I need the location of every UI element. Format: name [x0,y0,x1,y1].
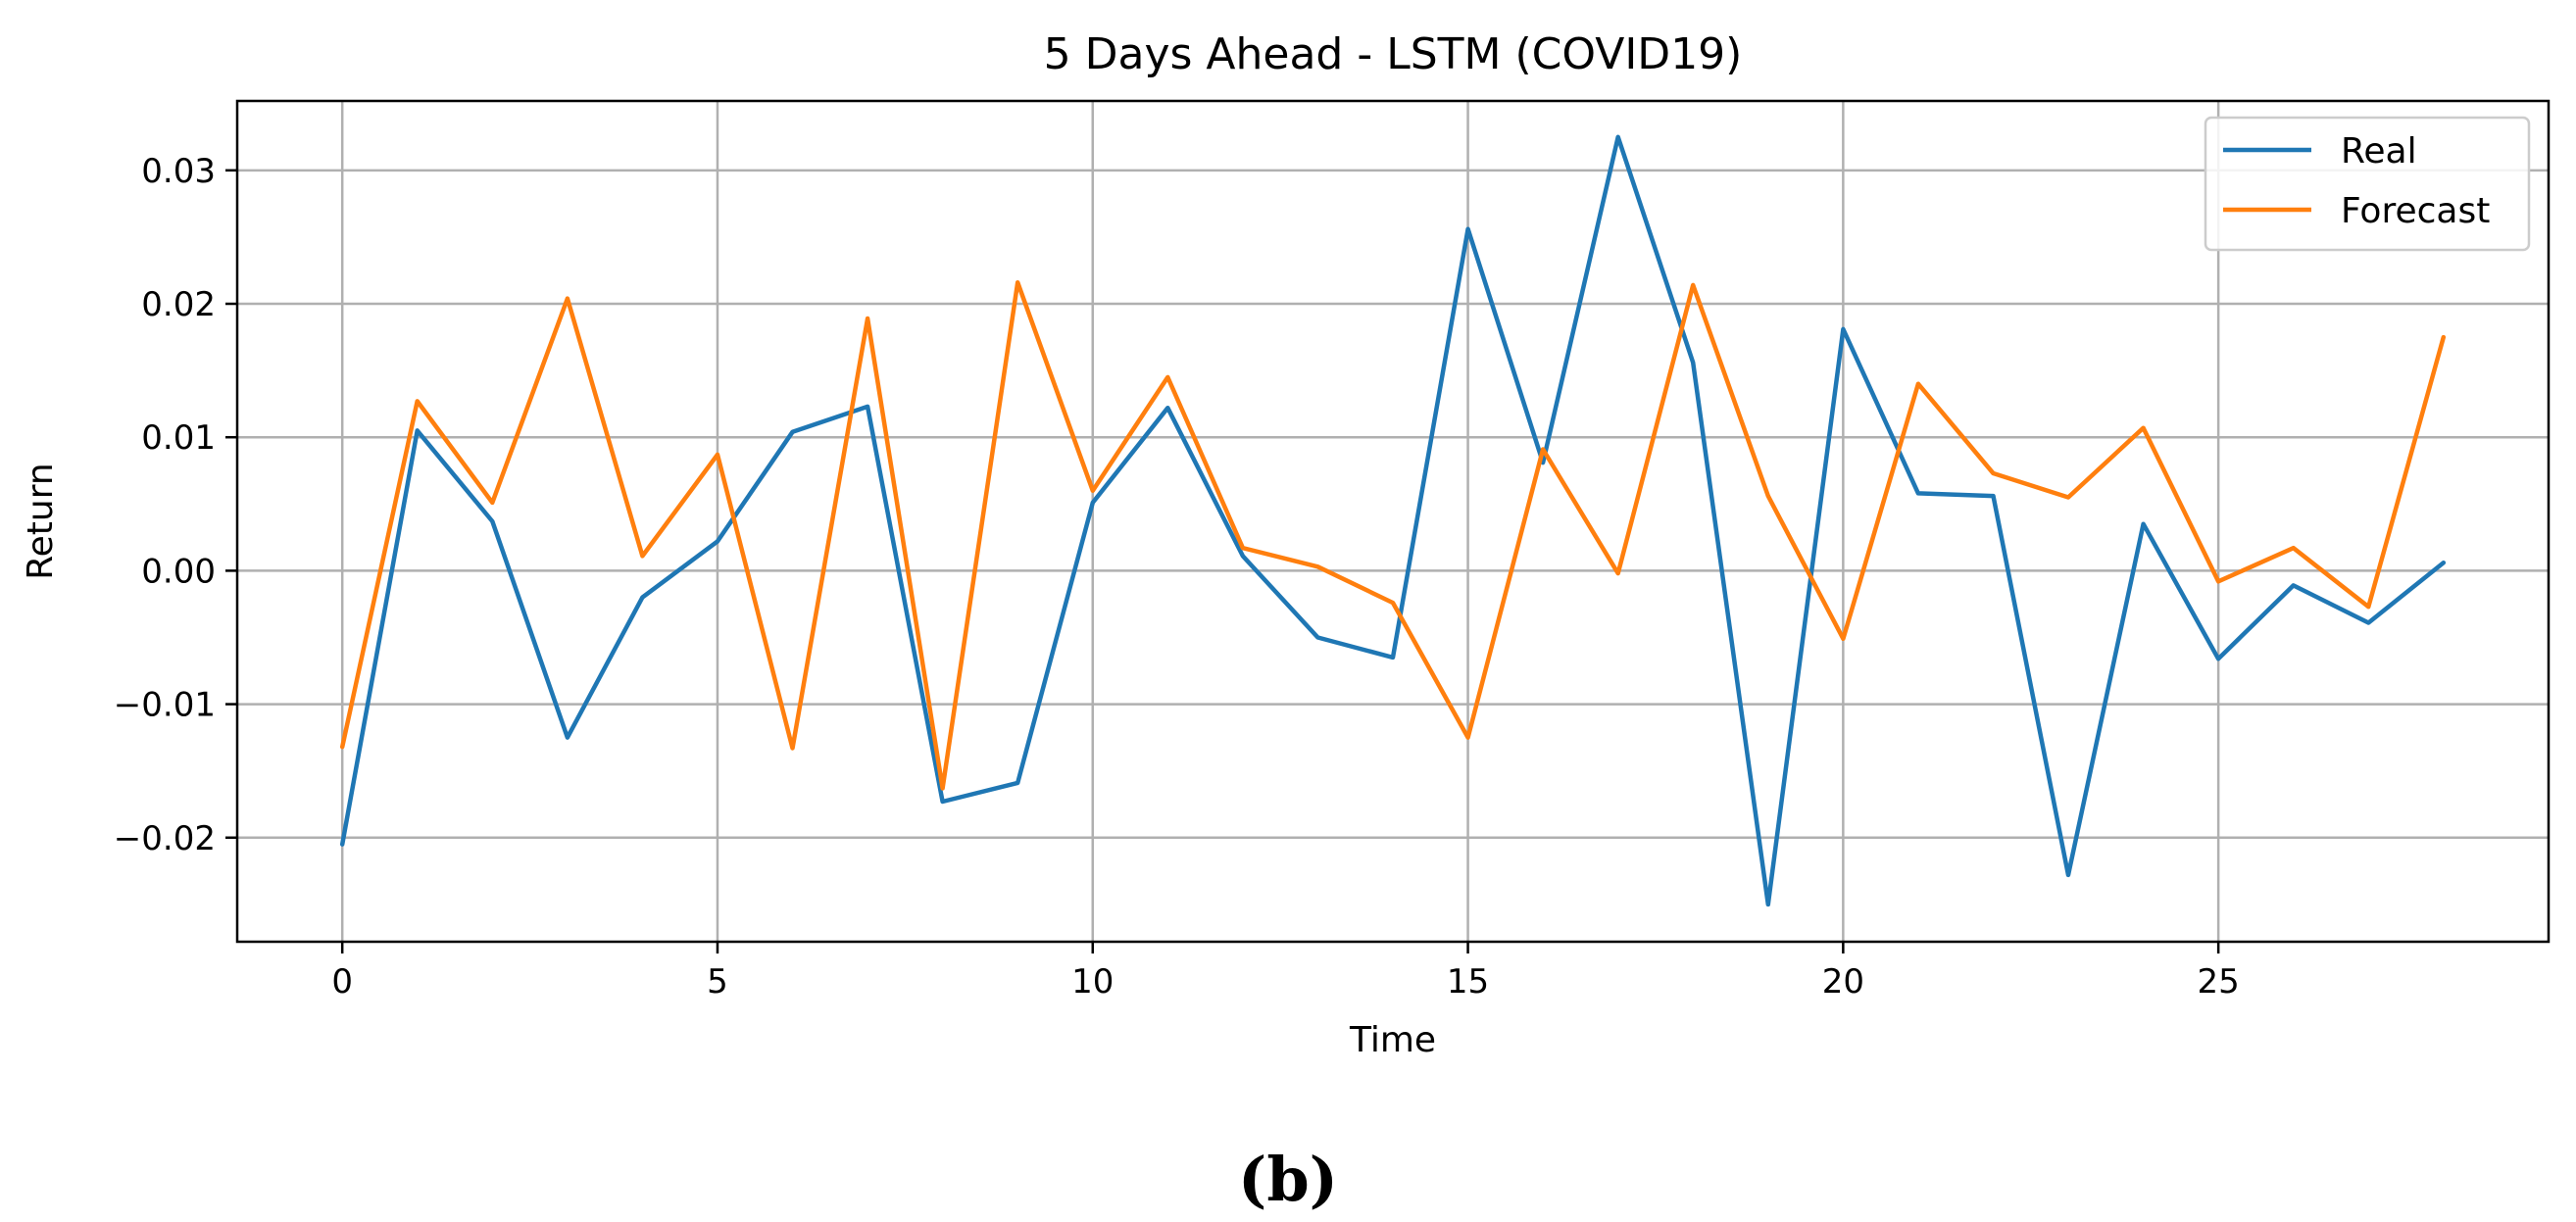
legend-label-forecast: Forecast [2341,191,2490,231]
grid [237,101,2549,942]
x-tick-label: 10 [1071,962,1114,1002]
plot-frame [235,99,2551,944]
axis-ticks: 0 5 10 15 20 25 −0.02 −0.01 0.00 0.01 0.02 0.03 [114,152,2240,1002]
y-tick-label: −0.02 [114,819,216,858]
y-tick-label: 0.02 [141,285,216,324]
series-line-real [339,134,2447,907]
x-tick-label: 15 [1447,962,1489,1002]
x-axis-label: Time [1349,1020,1436,1060]
legend-label-real: Real [2341,131,2417,171]
series-line-forecast [339,279,2447,791]
panel-label: (b) [1238,1144,1338,1215]
chart-title: 5 Days Ahead - LSTM (COVID19) [1044,29,1743,79]
x-tick-label: 0 [331,962,353,1002]
x-tick-label: 25 [2198,962,2240,1002]
y-tick-label: −0.01 [114,686,216,725]
y-tick-label: 0.03 [141,152,216,191]
y-axis-label: Return [21,463,61,579]
legend: Real Forecast [2204,116,2531,252]
x-tick-label: 20 [1822,962,1864,1002]
y-tick-label: 0.00 [141,552,216,591]
y-tick-label: 0.01 [141,418,216,458]
series-layer [339,134,2447,907]
x-tick-label: 5 [707,962,728,1002]
